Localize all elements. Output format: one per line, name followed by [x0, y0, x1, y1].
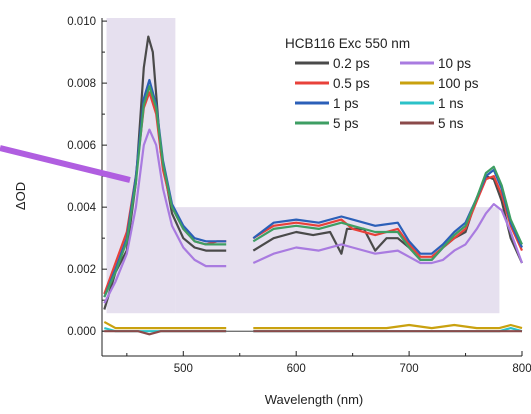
legend-entry-label: 1 ns [438, 96, 464, 111]
annotation-arrow-line [0, 145, 131, 183]
series-lines [103, 35, 524, 336]
series-line-0.5ps-b [252, 175, 524, 258]
x-tick-label: 600 [287, 363, 306, 375]
legend-entry-label: 0.2 ps [333, 56, 370, 71]
series-line-100ps-b [253, 323, 523, 330]
x-tick-label: 500 [174, 363, 193, 375]
annotation-arrow [0, 145, 131, 183]
series-line-5ps-a [103, 85, 227, 298]
legend-entry-label: 5 ns [438, 116, 464, 131]
series-line-0.2ps-a [103, 35, 227, 310]
series-line-5ns-a [104, 330, 227, 336]
x-axis-title: Wavelength (nm) [265, 392, 364, 407]
y-tick-label: 0.010 [67, 16, 96, 28]
legend-entry-label: 5 ps [333, 116, 359, 131]
series-line-5ps-b [252, 165, 524, 261]
y-tick-label: 0.002 [67, 264, 96, 276]
legend-title: HCB116 Exc 550 nm [285, 36, 410, 51]
y-tick-label: 0.004 [67, 202, 96, 214]
series-line-10ps-a [103, 128, 227, 304]
y-axis-ticks: 0.000 0.002 0.004 0.006 0.008 0.010 [67, 16, 107, 338]
x-axis-ticks: 500 600 700 800 [126, 351, 531, 375]
x-tick-label: 700 [400, 363, 419, 375]
series-line-100ps-a [103, 320, 227, 330]
x-tick-label: 800 [512, 363, 531, 375]
legend-entry-label: 1 ps [333, 96, 359, 111]
legend-entry-label: 0.5 ps [333, 76, 370, 91]
series-line-10ps-b [252, 203, 524, 265]
y-tick-label: 0.008 [67, 78, 96, 90]
series-line-1ps-b [252, 168, 524, 255]
legend-entry-label: 100 ps [438, 76, 479, 91]
y-tick-label: 0.000 [67, 326, 96, 338]
y-axis-title: ΔOD [13, 182, 28, 210]
legend-entry-label: 10 ps [438, 56, 471, 71]
legend: HCB116 Exc 550 nm 0.2 ps 0.5 ps 1 ps 5 ps 10… [285, 36, 479, 131]
y-tick-label: 0.006 [67, 140, 96, 152]
